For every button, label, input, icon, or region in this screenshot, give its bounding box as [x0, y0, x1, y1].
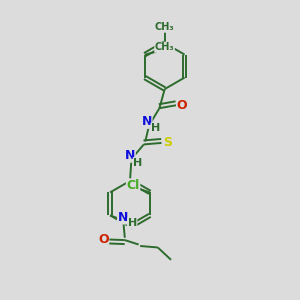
Text: CH₃: CH₃: [155, 22, 175, 32]
Text: Cl: Cl: [127, 179, 140, 192]
Text: H: H: [133, 158, 142, 168]
Text: CH₃: CH₃: [155, 42, 174, 52]
Text: N: N: [142, 115, 152, 128]
Text: O: O: [177, 99, 188, 112]
Text: H: H: [151, 123, 160, 133]
Text: H: H: [128, 218, 137, 228]
Text: N: N: [125, 149, 135, 162]
Text: O: O: [98, 233, 109, 246]
Text: N: N: [118, 211, 128, 224]
Text: S: S: [164, 136, 172, 149]
